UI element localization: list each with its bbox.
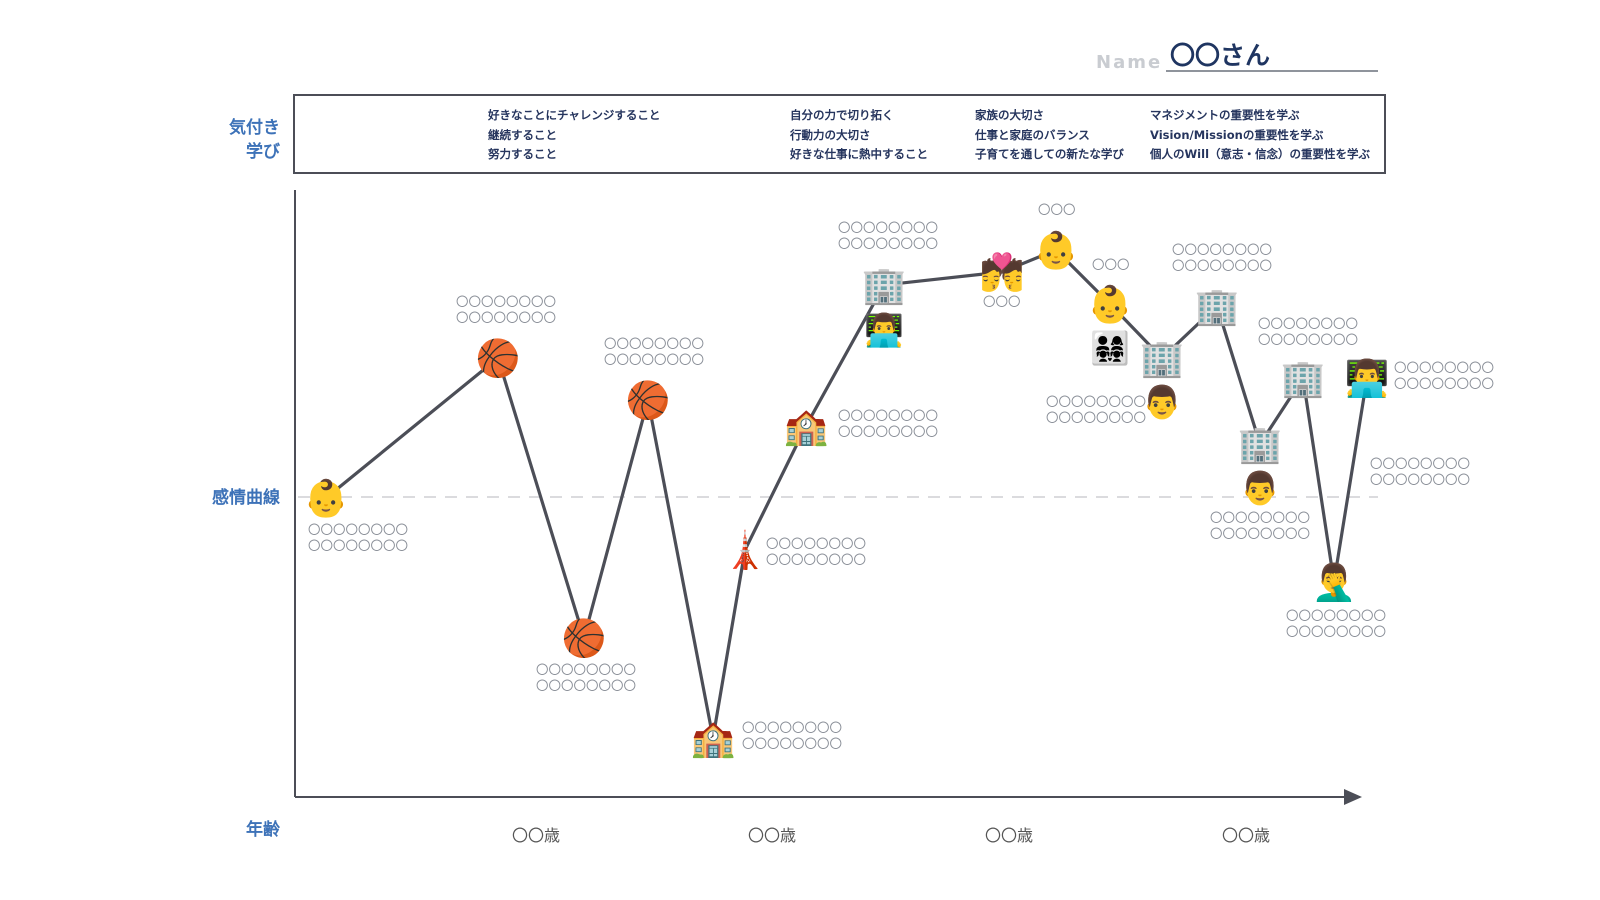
point-note: 〇〇〇〇〇〇〇〇 xyxy=(1172,242,1272,257)
name-label: Name xyxy=(1096,52,1163,73)
curve-segment xyxy=(1215,304,1262,446)
point-note: 〇〇〇 xyxy=(1038,202,1076,217)
insight-line: Vision/Missionの重要性を学ぶ xyxy=(1150,127,1324,142)
insight-line: 好きな仕事に熱中すること xyxy=(790,147,928,161)
age-tick-label: 〇〇歳 xyxy=(748,826,797,845)
curve-segment xyxy=(1000,248,1058,274)
man-at-laptop-icon: 👨‍💻 xyxy=(1345,358,1390,400)
curve-segment xyxy=(582,398,650,640)
point-note: 〇〇〇〇〇〇〇〇 xyxy=(1046,394,1146,409)
age-tick-label: 〇〇歳 xyxy=(512,826,561,845)
point-note: 〇〇〇〇〇〇〇〇 xyxy=(766,536,866,551)
point-note: 〇〇〇〇〇〇〇〇 xyxy=(1286,608,1386,623)
couple-kiss-icon: 💏 xyxy=(980,252,1025,294)
insight-line: 自分の力で切り拓く xyxy=(790,108,894,122)
man-at-laptop-icon: 👨‍💻 xyxy=(864,311,904,349)
name-value: 〇〇さん xyxy=(1170,41,1271,70)
basketball-icon: 🏀 xyxy=(562,615,607,662)
baby-icon: 👶 xyxy=(1088,284,1133,326)
point-note: 〇〇〇〇〇〇〇〇 xyxy=(604,336,704,351)
curve-segment xyxy=(1258,376,1305,446)
point-note: 〇〇〇〇〇〇〇〇 xyxy=(1258,316,1358,331)
curve-segment xyxy=(1108,302,1164,360)
point-note: 〇〇〇〇〇〇〇〇 xyxy=(1394,360,1494,375)
point-note: 〇〇〇〇〇〇〇〇 xyxy=(1394,376,1494,391)
point-note: 〇〇〇〇〇〇〇〇 xyxy=(1370,456,1470,471)
baby-icon: 👶 xyxy=(1034,230,1079,272)
curve-segment xyxy=(882,270,1004,287)
curve-segment xyxy=(1301,376,1336,584)
office-building-icon: 🏢 xyxy=(1140,339,1185,380)
point-note: 〇〇〇〇〇〇〇〇 xyxy=(1172,258,1272,273)
point-note: 〇〇〇〇〇〇〇〇 xyxy=(838,220,938,235)
point-note: 〇〇〇〇〇〇〇〇 xyxy=(742,736,842,751)
point-note: 〇〇〇〇〇〇〇〇 xyxy=(536,678,636,693)
point-note: 〇〇〇〇〇〇〇〇 xyxy=(838,408,938,423)
curve-segment xyxy=(1332,376,1369,584)
point-note: 〇〇〇〇〇〇〇〇 xyxy=(742,720,842,735)
facepalm-man-icon: 🤦‍♂️ xyxy=(1312,562,1357,604)
age-label: 年齢 xyxy=(246,820,280,840)
name-underline xyxy=(1166,70,1378,72)
insight-group: 家族の大切さ 仕事と家庭のバランス 子育てを通しての新たな学び xyxy=(975,106,1124,165)
curve-segment xyxy=(743,424,808,552)
family-icon: 👨‍👩‍👧‍👧 xyxy=(1090,329,1130,367)
point-note: 〇〇〇〇〇〇〇〇 xyxy=(1258,332,1358,347)
insight-line: 個人のWill（意志・信念）の重要性を学ぶ xyxy=(1150,147,1371,161)
point-note: 〇〇〇〇〇〇〇〇 xyxy=(456,294,556,309)
point-note: 〇〇〇〇〇〇〇〇 xyxy=(838,236,938,251)
point-note: 〇〇〇 xyxy=(983,294,1021,309)
point-note: 〇〇〇〇〇〇〇〇 xyxy=(1370,472,1470,487)
curve-segment xyxy=(711,548,747,740)
insight-line: 家族の大切さ xyxy=(975,108,1044,122)
age-tick-label: 〇〇歳 xyxy=(985,826,1034,845)
insight-line: 子育てを通しての新たな学び xyxy=(975,147,1124,161)
basketball-icon: 🏀 xyxy=(626,377,671,424)
school-icon: 🏫 xyxy=(784,407,829,448)
curve-segment xyxy=(1054,248,1112,306)
insight-line: 努力すること xyxy=(488,147,557,161)
point-note: 〇〇〇〇〇〇〇〇 xyxy=(308,522,408,537)
point-note: 〇〇〇〇〇〇〇〇 xyxy=(838,424,938,439)
point-note: 〇〇〇〇〇〇〇〇 xyxy=(1210,526,1310,541)
man-icon: 👨 xyxy=(1240,469,1280,507)
point-note: 〇〇〇〇〇〇〇〇 xyxy=(308,538,408,553)
age-tick-label: 〇〇歳 xyxy=(1222,826,1271,845)
point-note: 〇〇〇 xyxy=(1092,257,1130,272)
insights-label: 気付き 学び xyxy=(229,118,280,162)
basketball-icon: 🏀 xyxy=(476,335,521,382)
point-note: 〇〇〇〇〇〇〇〇 xyxy=(456,310,556,325)
office-building-icon: 🏢 xyxy=(1195,287,1240,328)
insight-group: 自分の力で切り拓く 行動力の大切さ 好きな仕事に熱中すること xyxy=(790,106,928,165)
curve-segment xyxy=(646,398,715,740)
office-building-icon: 🏢 xyxy=(1238,425,1283,466)
point-note: 〇〇〇〇〇〇〇〇 xyxy=(604,352,704,367)
point-note: 〇〇〇〇〇〇〇〇 xyxy=(766,552,866,567)
insight-group: 好きなことにチャレンジすること 継続すること 努力すること xyxy=(488,106,660,165)
insight-group: マネジメントの重要性を学ぶ Vision/Missionの重要性を学ぶ 個人のW… xyxy=(1150,106,1370,165)
insight-line: 継続すること xyxy=(488,127,557,142)
baby-icon: 👶 xyxy=(304,478,349,520)
point-note: 〇〇〇〇〇〇〇〇 xyxy=(1286,624,1386,639)
point-note: 〇〇〇〇〇〇〇〇 xyxy=(536,662,636,677)
office-building-icon: 🏢 xyxy=(862,266,907,307)
point-note: 〇〇〇〇〇〇〇〇 xyxy=(1210,510,1310,525)
curve-segment xyxy=(324,356,500,500)
insight-line: 好きなことにチャレンジすること xyxy=(488,108,661,122)
office-building-icon: 🏢 xyxy=(1281,359,1326,400)
man-icon: 👨 xyxy=(1142,383,1182,421)
curve-label: 感情曲線 xyxy=(212,488,280,508)
tokyo-tower-icon: 🗼 xyxy=(723,529,768,572)
insight-line: 行動力の大切さ xyxy=(790,127,871,142)
school-icon: 🏫 xyxy=(691,719,736,760)
insights-box xyxy=(293,94,1386,174)
curve-segment xyxy=(804,283,886,428)
insight-line: 仕事と家庭のバランス xyxy=(975,127,1090,142)
curve-segment xyxy=(496,356,586,640)
point-note: 〇〇〇〇〇〇〇〇 xyxy=(1046,410,1146,425)
insight-line: マネジメントの重要性を学ぶ xyxy=(1150,108,1300,122)
curve-segment xyxy=(1160,304,1219,360)
